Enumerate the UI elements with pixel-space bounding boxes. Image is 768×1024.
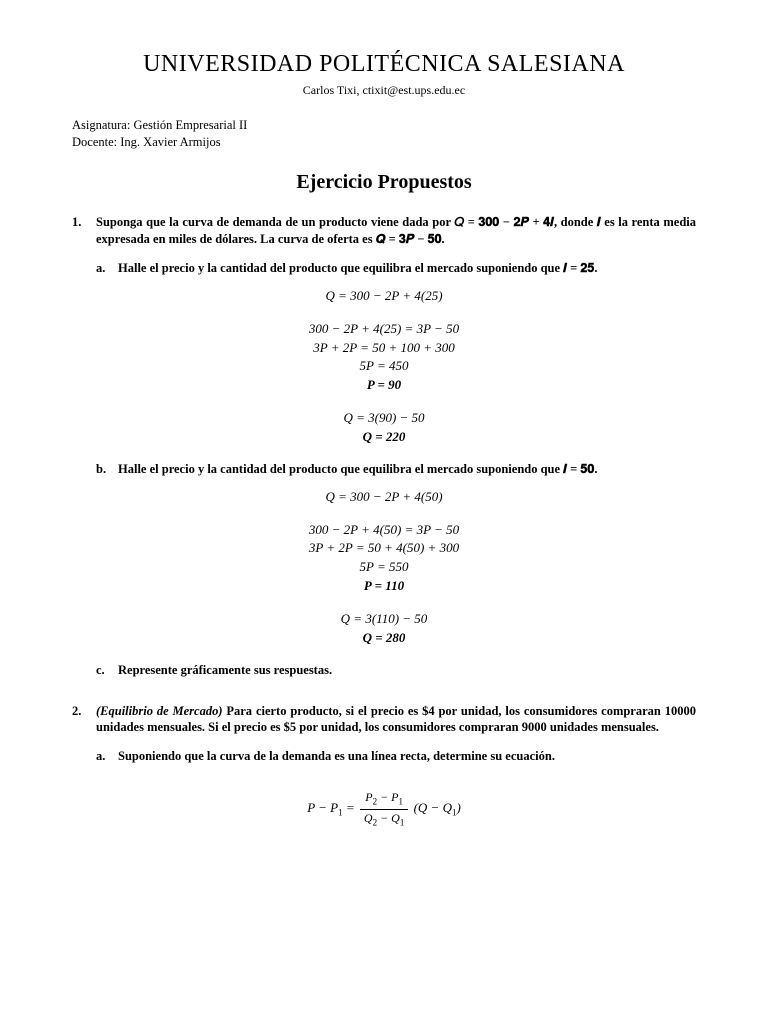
math-line: 300 − 2P + 4(25) = 3P − 50 (72, 320, 696, 339)
math-line: Q = 3(90) − 50 (72, 409, 696, 428)
sub-text: Halle el precio y la cantidad del produc… (118, 260, 696, 277)
math-block: Q = 300 − 2P + 4(50) (72, 488, 696, 507)
problem-head: 1.Suponga que la curva de demanda de un … (72, 214, 696, 248)
math-line: Q = 300 − 2P + 4(25) (72, 287, 696, 306)
problem-text: (Equilibrio de Mercado) Para cierto prod… (96, 703, 696, 737)
subject-value: Gestión Empresarial II (133, 118, 247, 132)
math-line: Q = 220 (72, 428, 696, 447)
problems-container: 1.Suponga que la curva de demanda de un … (72, 214, 696, 829)
math-line: 300 − 2P + 4(50) = 3P − 50 (72, 521, 696, 540)
math-line: 3P + 2P = 50 + 100 + 300 (72, 339, 696, 358)
sub-letter: c. (96, 662, 118, 679)
subject-label: Asignatura: (72, 118, 130, 132)
sub-item: a.Suponiendo que la curva de la demanda … (96, 748, 696, 765)
teacher-line: Docente: Ing. Xavier Armijos (72, 134, 696, 151)
author-line: Carlos Tixi, ctixit@est.ups.edu.ec (72, 82, 696, 98)
problem-number: 1. (72, 214, 96, 248)
problem: 2.(Equilibrio de Mercado) Para cierto pr… (72, 703, 696, 830)
math-fraction-block: P − P1 = P2 − P1Q2 − Q1 (Q − Q1) (72, 789, 696, 829)
math-block: Q = 3(90) − 50Q = 220 (72, 409, 696, 447)
sub-letter: b. (96, 461, 118, 478)
sub-text: Suponiendo que la curva de la demanda es… (118, 748, 696, 765)
sub-letter: a. (96, 748, 118, 765)
sub-item: c.Represente gráficamente sus respuestas… (96, 662, 696, 679)
math-block: Q = 300 − 2P + 4(25) (72, 287, 696, 306)
problem: 1.Suponga que la curva de demanda de un … (72, 214, 696, 678)
math-block: 300 − 2P + 4(50) = 3P − 503P + 2P = 50 +… (72, 521, 696, 596)
problem-number: 2. (72, 703, 96, 737)
sub-text: Represente gráficamente sus respuestas. (118, 662, 696, 679)
document-title: Ejercicio Propuestos (72, 169, 696, 196)
math-line: P = 110 (72, 577, 696, 596)
math-line: Q = 3(110) − 50 (72, 610, 696, 629)
subject-line: Asignatura: Gestión Empresarial II (72, 117, 696, 134)
problem-text: Suponga que la curva de demanda de un pr… (96, 214, 696, 248)
sub-text: Halle el precio y la cantidad del produc… (118, 461, 696, 478)
teacher-label: Docente: (72, 135, 117, 149)
math-line: 5P = 550 (72, 558, 696, 577)
math-line: Q = 300 − 2P + 4(50) (72, 488, 696, 507)
math-line: Q = 280 (72, 629, 696, 648)
problem-head: 2.(Equilibrio de Mercado) Para cierto pr… (72, 703, 696, 737)
math-line: 5P = 450 (72, 357, 696, 376)
university-title: UNIVERSIDAD POLITÉCNICA SALESIANA (72, 48, 696, 80)
teacher-value: Ing. Xavier Armijos (120, 135, 220, 149)
sub-item: b.Halle el precio y la cantidad del prod… (96, 461, 696, 478)
math-block: 300 − 2P + 4(25) = 3P − 503P + 2P = 50 +… (72, 320, 696, 395)
math-block: Q = 3(110) − 50Q = 280 (72, 610, 696, 648)
sub-item: a.Halle el precio y la cantidad del prod… (96, 260, 696, 277)
math-line: P = 90 (72, 376, 696, 395)
sub-letter: a. (96, 260, 118, 277)
math-line: 3P + 2P = 50 + 4(50) + 300 (72, 539, 696, 558)
